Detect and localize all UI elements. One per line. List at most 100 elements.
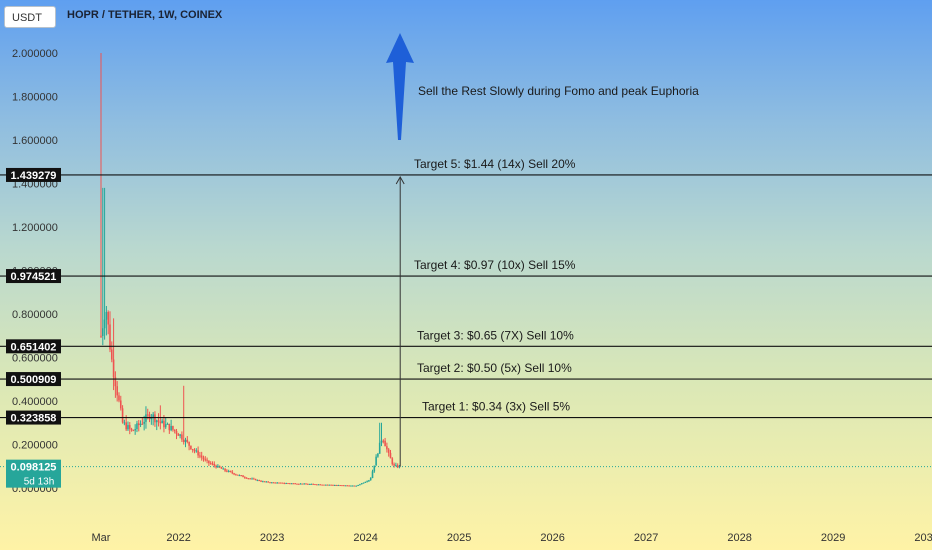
candle-body: [360, 483, 363, 485]
candle-body: [308, 483, 311, 485]
candle-body: [190, 445, 192, 450]
candle-body: [328, 484, 331, 486]
candle-body: [362, 482, 365, 484]
candle-body: [258, 480, 261, 482]
candle-body: [179, 434, 181, 436]
candle-body: [206, 459, 208, 461]
candle-body: [251, 478, 253, 480]
y-tick-label: 0.200000: [12, 440, 58, 452]
candle-body: [105, 311, 108, 320]
candle-body: [114, 377, 117, 387]
candle-body: [333, 485, 336, 487]
candle-body: [393, 464, 395, 466]
y-tick-label: 0.600000: [12, 353, 58, 365]
candle-body: [290, 483, 293, 485]
candle-body: [152, 414, 154, 418]
candle-body: [395, 465, 397, 467]
candle-body: [200, 455, 203, 458]
candle-body: [341, 485, 343, 487]
candle-body: [143, 421, 145, 424]
candle-body: [172, 426, 174, 430]
candle-body: [181, 434, 183, 440]
y-tick-label: 1.200000: [12, 222, 58, 234]
candle-body: [150, 417, 153, 420]
candle-body: [348, 485, 350, 487]
candle-body: [139, 423, 142, 426]
x-tick-label: 2028: [727, 532, 751, 544]
x-tick-label: 2023: [260, 532, 284, 544]
candle-body: [182, 439, 185, 443]
candle-body: [238, 475, 241, 477]
candle-body: [391, 458, 394, 465]
candle-body: [155, 420, 158, 423]
candle-body: [253, 478, 255, 480]
candle-body: [373, 465, 376, 472]
candle-body: [287, 483, 289, 485]
symbol-select[interactable]: USDT: [4, 6, 56, 28]
y-tick-label: 0.800000: [12, 309, 58, 321]
candle-body: [134, 428, 136, 431]
candle-body: [312, 483, 314, 485]
candle-body: [245, 477, 248, 479]
candle-body: [350, 485, 352, 487]
candle-body: [161, 420, 163, 424]
candle-body: [186, 439, 189, 442]
candle-body: [127, 425, 129, 430]
big-up-arrow-icon: [386, 33, 414, 140]
candle-body: [314, 484, 316, 486]
candle-body: [121, 408, 124, 423]
candle-body: [330, 484, 332, 486]
candle-body: [173, 429, 176, 431]
candle-body: [315, 484, 318, 486]
price-tag-bg: [6, 410, 61, 425]
x-tick-label: 2030: [914, 532, 932, 544]
candle-body: [335, 485, 338, 487]
price-tag-bg: [6, 339, 61, 354]
candle-body: [306, 483, 309, 485]
candle-body: [222, 468, 225, 470]
candle-body: [378, 442, 381, 454]
candle-body: [154, 414, 156, 423]
candle-body: [213, 463, 216, 466]
candle-body: [137, 423, 140, 426]
candle-body: [310, 483, 313, 485]
candle-body: [100, 335, 102, 337]
candle-body: [109, 324, 111, 350]
candle-body: [294, 483, 296, 485]
candle-body: [389, 452, 392, 459]
x-tick-label: 2022: [166, 532, 190, 544]
candle-body: [387, 449, 390, 453]
candle-body: [371, 471, 374, 479]
candle-body: [247, 478, 250, 480]
candle-body: [263, 481, 266, 483]
candle-body: [366, 481, 368, 483]
candle-body: [396, 465, 399, 468]
target-label-3: Target 3: $0.65 (7X) Sell 10%: [417, 328, 574, 342]
candle-body: [353, 485, 356, 487]
candle-body: [116, 386, 118, 396]
candle-body: [317, 484, 320, 486]
candle-body: [262, 481, 264, 483]
candle-body: [332, 484, 334, 486]
candle-body: [170, 426, 172, 431]
y-tick-label: 1.800000: [12, 92, 58, 104]
candle-body: [177, 433, 180, 436]
candle-body: [355, 485, 358, 487]
candle-body: [276, 482, 279, 484]
candle-body: [188, 441, 190, 446]
candle-body: [283, 483, 286, 485]
candle-body: [346, 485, 349, 487]
candle-body: [125, 422, 127, 430]
candle-body: [375, 456, 377, 466]
candle-body: [231, 471, 234, 474]
candle-body: [377, 453, 379, 457]
candle-body: [128, 425, 131, 429]
candle-body: [224, 468, 226, 471]
target-label-5: Target 5: $1.44 (14x) Sell 20%: [414, 157, 576, 171]
candle-body: [344, 485, 347, 487]
candle-body: [175, 430, 178, 434]
candle-body: [226, 470, 228, 472]
candle-body: [323, 484, 325, 486]
candle-body: [299, 483, 302, 485]
